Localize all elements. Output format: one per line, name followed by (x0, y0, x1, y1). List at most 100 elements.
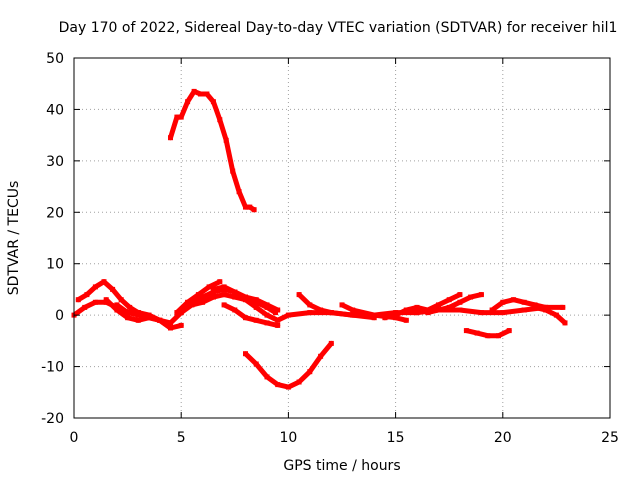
data-point (118, 297, 124, 303)
data-point (275, 322, 281, 328)
data-point (251, 207, 257, 213)
data-point (174, 310, 180, 316)
x-tick-label: 15 (387, 430, 405, 446)
data-point (75, 297, 81, 303)
data-point (221, 302, 227, 308)
data-point (296, 292, 302, 298)
x-tick-label: 5 (177, 430, 186, 446)
data-point (84, 292, 90, 298)
data-point (243, 351, 248, 357)
data-point (307, 302, 313, 308)
data-point (103, 297, 109, 303)
data-point (253, 317, 259, 323)
data-point (275, 307, 281, 313)
data-point (135, 312, 141, 318)
y-tick-label: 0 (55, 308, 64, 324)
data-point (511, 297, 516, 303)
data-point (178, 114, 184, 120)
y-tick-label: 10 (46, 257, 64, 273)
data-point (328, 340, 334, 346)
data-point (195, 292, 201, 298)
data-point (236, 189, 242, 195)
data-point (414, 310, 420, 316)
data-point (200, 294, 206, 300)
data-point (191, 88, 197, 94)
ticks: 0 5 10 15 20 25 -20 -10 0 10 20 30 40 50 (41, 51, 619, 446)
data-point (253, 304, 259, 310)
chart-title: Day 170 of 2022, Sidereal Day-to-day VTE… (59, 20, 618, 36)
data-point (403, 317, 409, 323)
x-tick-label: 10 (279, 430, 297, 446)
data-point (185, 299, 191, 305)
data-point (285, 384, 291, 390)
plot-frame (73, 57, 611, 419)
data-point (478, 310, 484, 316)
data-point (217, 279, 223, 285)
data-point (200, 299, 206, 305)
data-point (168, 320, 173, 326)
y-tick-label: -20 (41, 411, 64, 427)
data-point (436, 307, 441, 313)
data-point (521, 299, 527, 305)
data-point (543, 304, 549, 310)
data-point (243, 204, 248, 210)
data-point (474, 330, 480, 336)
data-point (168, 325, 173, 331)
data-point (496, 333, 501, 339)
data-point (307, 310, 313, 316)
data-point (463, 328, 469, 334)
y-tick-label: 50 (46, 51, 64, 67)
data-point (243, 315, 248, 321)
data-point (92, 284, 98, 290)
data-point (157, 317, 163, 323)
data-point (232, 294, 238, 300)
data-point (457, 307, 463, 313)
data-point (232, 307, 238, 313)
data-point (350, 307, 356, 313)
data-point (285, 312, 291, 318)
data-point (403, 307, 409, 313)
data-point (414, 304, 420, 310)
data-point (371, 315, 377, 321)
x-tick-label: 20 (494, 430, 512, 446)
y-tick-label: 30 (46, 154, 64, 170)
data-point (125, 315, 131, 321)
data-point (543, 307, 549, 313)
data-point (101, 279, 107, 285)
data-point (230, 168, 236, 174)
data-point (146, 315, 152, 321)
data-point (275, 317, 281, 323)
series-layer (71, 88, 568, 390)
data-point (275, 382, 281, 388)
data-point (307, 369, 313, 375)
data-point (446, 297, 452, 303)
y-tick-label: 40 (46, 102, 64, 118)
data-point (500, 299, 506, 305)
data-point (110, 286, 116, 292)
data-point (247, 204, 253, 210)
data-point (253, 299, 259, 305)
data-point (264, 320, 270, 326)
data-point (217, 117, 223, 123)
data-point (92, 299, 98, 305)
data-point (532, 304, 538, 310)
y-tick-label: -10 (41, 360, 64, 376)
data-point (457, 292, 463, 298)
data-point (350, 312, 356, 318)
data-point (210, 286, 216, 292)
data-point (264, 312, 270, 318)
data-point (457, 299, 463, 305)
x-tick-label: 0 (70, 430, 79, 446)
data-point (393, 315, 399, 321)
y-tick-label: 20 (46, 205, 64, 221)
data-point (178, 322, 184, 328)
data-point (436, 302, 441, 308)
y-axis-label: SDTVAR / TECUs (6, 181, 22, 296)
data-point (382, 315, 388, 321)
data-point (318, 307, 324, 313)
data-point (296, 379, 302, 385)
data-point (114, 302, 120, 308)
data-point (560, 304, 566, 310)
